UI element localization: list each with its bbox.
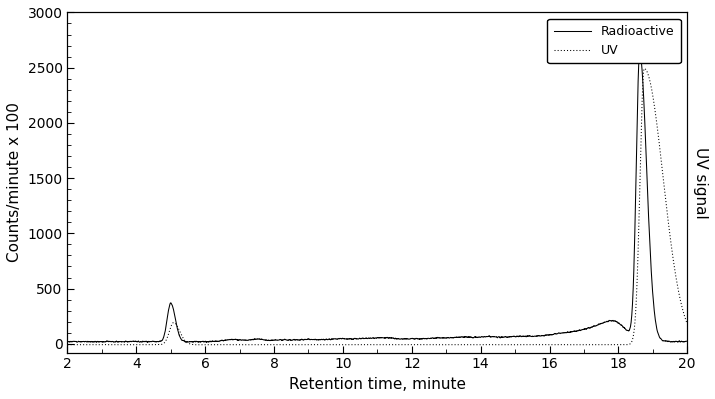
UV [683,322,691,326]
UV [640,66,649,71]
UV [673,281,681,286]
UV [99,342,107,347]
UV [63,342,72,347]
UV [285,342,294,347]
X-axis label: Retention time, minute: Retention time, minute [289,377,466,392]
Radioactive [553,332,561,336]
Y-axis label: UV signal: UV signal [693,147,708,218]
Legend: Radioactive, UV: Radioactive, UV [548,19,681,63]
Radioactive [229,337,237,342]
Radioactive [63,339,72,344]
Line: UV: UV [67,69,687,345]
Radioactive [636,51,644,55]
UV [443,342,451,347]
UV [229,342,237,347]
Radioactive [73,340,82,345]
Radioactive [673,339,681,344]
Radioactive [443,336,451,340]
Line: Radioactive: Radioactive [67,53,687,342]
Radioactive [99,340,107,344]
Radioactive [451,335,460,340]
Y-axis label: Counts/minute x 100: Counts/minute x 100 [7,103,22,263]
UV [553,342,561,347]
UV [451,342,460,347]
Radioactive [683,339,691,344]
